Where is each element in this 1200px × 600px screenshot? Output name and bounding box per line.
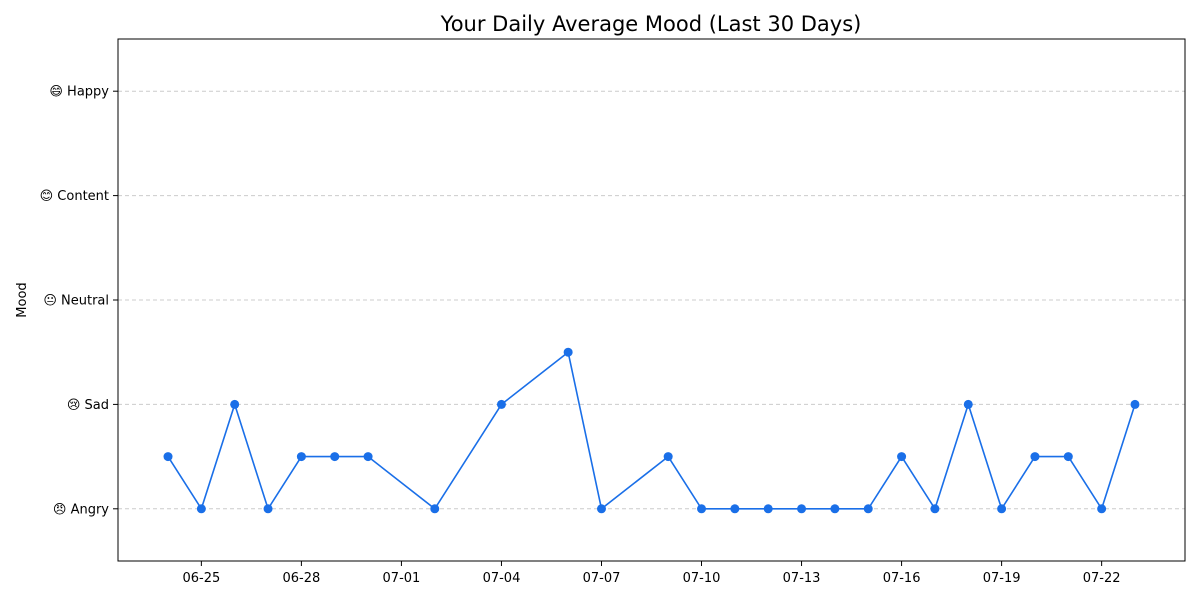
x-tick-label: 07-16 bbox=[883, 571, 921, 586]
x-tick-label: 06-25 bbox=[182, 571, 220, 586]
data-point bbox=[1097, 504, 1107, 514]
data-point bbox=[363, 452, 373, 462]
y-tick-label: 😄 Happy bbox=[49, 85, 109, 100]
data-point bbox=[430, 504, 440, 514]
data-point bbox=[963, 399, 973, 409]
data-point bbox=[930, 504, 940, 514]
data-point bbox=[563, 347, 573, 357]
data-point bbox=[1030, 452, 1040, 462]
data-point bbox=[663, 452, 673, 462]
data-point bbox=[230, 399, 240, 409]
x-tick-label: 06-28 bbox=[283, 571, 321, 586]
y-tick-label: 😐 Neutral bbox=[43, 294, 109, 309]
data-point bbox=[196, 504, 206, 514]
data-point bbox=[163, 452, 173, 462]
x-tick-label: 07-10 bbox=[683, 571, 721, 586]
data-point bbox=[830, 504, 840, 514]
y-tick-label: 😢 Sad bbox=[67, 398, 109, 413]
x-tick-label: 07-22 bbox=[1083, 571, 1121, 586]
data-point bbox=[496, 399, 506, 409]
data-point bbox=[296, 452, 306, 462]
data-point bbox=[797, 504, 807, 514]
data-point bbox=[897, 452, 907, 462]
data-point bbox=[330, 452, 340, 462]
x-tick-label: 07-01 bbox=[383, 571, 421, 586]
x-tick-label: 07-19 bbox=[983, 571, 1021, 586]
x-tick-label: 07-04 bbox=[483, 571, 521, 586]
y-tick-label: 😊 Content bbox=[40, 189, 109, 204]
data-point bbox=[1063, 452, 1073, 462]
x-tick-label: 07-13 bbox=[783, 571, 821, 586]
y-tick-label: 😠 Angry bbox=[53, 502, 109, 517]
grid-lines bbox=[118, 90, 1185, 510]
y-axis-ticks: 😠 Angry 😢 Sad 😐 Neutral 😊 Content 😄 Happy bbox=[40, 85, 118, 517]
data-point bbox=[863, 504, 873, 514]
y-axis-label: Mood bbox=[15, 282, 30, 317]
data-point bbox=[730, 504, 740, 514]
data-point bbox=[997, 504, 1007, 514]
data-point bbox=[263, 504, 273, 514]
data-point bbox=[1130, 399, 1140, 409]
data-point bbox=[763, 504, 773, 514]
x-tick-label: 07-07 bbox=[583, 571, 621, 586]
x-axis-ticks: 06-25 06-28 07-01 07-04 07-07 07-10 07-13 07-16… bbox=[182, 561, 1121, 586]
series-line bbox=[167, 351, 1136, 510]
series-group bbox=[163, 347, 1140, 514]
chart-title: Your Daily Average Mood (Last 30 Days) bbox=[440, 12, 862, 36]
data-point bbox=[596, 504, 606, 514]
data-point bbox=[697, 504, 707, 514]
